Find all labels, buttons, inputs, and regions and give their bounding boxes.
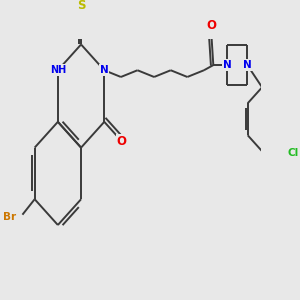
Text: Cl: Cl xyxy=(287,148,298,158)
Text: N: N xyxy=(100,65,109,75)
Text: NH: NH xyxy=(50,65,66,75)
Text: S: S xyxy=(77,0,85,12)
Text: N: N xyxy=(223,60,232,70)
Text: O: O xyxy=(206,19,216,32)
Text: N: N xyxy=(243,60,252,70)
Text: O: O xyxy=(117,135,127,148)
Text: Br: Br xyxy=(3,212,16,222)
